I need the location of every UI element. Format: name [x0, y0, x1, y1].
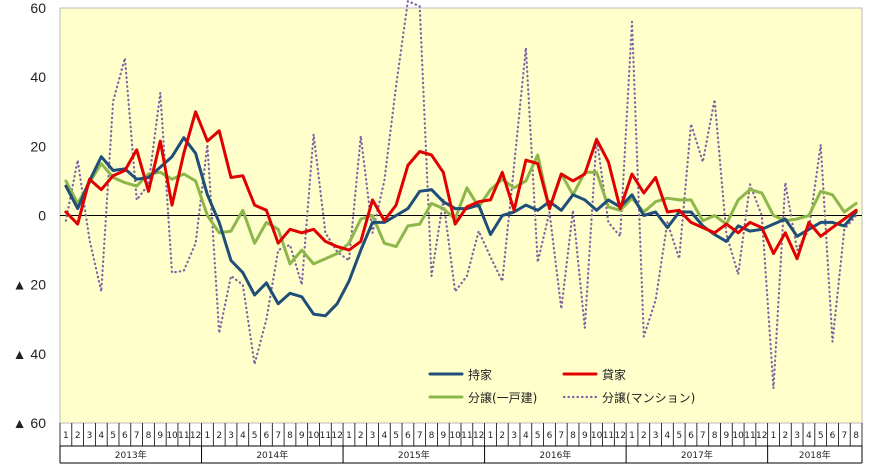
month-tick-label: 3 [511, 431, 517, 441]
month-tick-label: 2 [782, 431, 788, 441]
month-tick-label: 12 [190, 431, 201, 441]
legend-label: 分譲(マンション) [602, 390, 695, 405]
month-tick-label: 4 [523, 431, 529, 441]
month-tick-label: 1 [629, 431, 635, 441]
month-tick-label: 5 [252, 431, 258, 441]
year-label: 2016年 [539, 449, 571, 461]
month-tick-label: 5 [110, 431, 116, 441]
legend-label: 分譲(一戸建) [468, 390, 537, 405]
month-tick-label: 4 [381, 431, 387, 441]
month-tick-label: 3 [370, 431, 376, 441]
month-tick-label: 4 [665, 431, 671, 441]
month-tick-label: 5 [818, 431, 824, 441]
month-tick-label: 9 [582, 431, 588, 441]
month-tick-label: 3 [228, 431, 234, 441]
month-tick-label: 8 [429, 431, 435, 441]
year-label: 2017年 [681, 449, 713, 461]
month-tick-label: 8 [287, 431, 293, 441]
month-tick-label: 12 [756, 431, 767, 441]
month-tick-label: 5 [393, 431, 399, 441]
month-tick-label: 8 [570, 431, 576, 441]
month-tick-label: 1 [771, 431, 777, 441]
month-tick-label: 1 [346, 431, 352, 441]
month-tick-label: 7 [134, 431, 140, 441]
month-tick-label: 3 [87, 431, 93, 441]
year-label: 2014年 [256, 449, 288, 461]
month-tick-label: 12 [614, 431, 625, 441]
month-tick-label: 11 [603, 431, 614, 441]
month-tick-label: 7 [417, 431, 423, 441]
month-tick-label: 11 [178, 431, 189, 441]
series-line-3 [64, 0, 858, 390]
series-line-2 [64, 153, 858, 266]
month-tick-label: 10 [308, 431, 320, 441]
month-tick-label: 6 [688, 431, 694, 441]
month-tick-label: 2 [75, 431, 81, 441]
month-tick-label: 5 [676, 431, 682, 441]
year-label: 2018年 [799, 449, 831, 461]
month-tick-label: 10 [449, 431, 461, 441]
month-tick-label: 1 [488, 431, 494, 441]
legend-label: 貸家 [602, 367, 626, 382]
y-tick-label: 20 [30, 138, 46, 154]
month-tick-label: 7 [558, 431, 564, 441]
month-tick-label: 10 [166, 431, 178, 441]
month-tick-label: 9 [440, 431, 446, 441]
month-tick-label: 8 [146, 431, 152, 441]
month-tick-label: 8 [853, 431, 859, 441]
month-tick-label: 2 [216, 431, 222, 441]
month-tick-label: 11 [320, 431, 331, 441]
month-tick-label: 8 [712, 431, 718, 441]
month-tick-label: 4 [806, 431, 812, 441]
month-tick-label: 7 [841, 431, 847, 441]
month-tick-label: 6 [547, 431, 553, 441]
month-tick-label: 11 [461, 431, 472, 441]
year-label: 2013年 [115, 449, 147, 461]
y-tick-label: 60 [30, 0, 46, 16]
month-tick-label: 2 [499, 431, 505, 441]
y-tick-label: 0 [38, 208, 46, 224]
month-tick-label: 12 [331, 431, 342, 441]
month-tick-label: 9 [157, 431, 163, 441]
month-tick-label: 11 [744, 431, 755, 441]
month-tick-label: 2 [358, 431, 364, 441]
series-line-1 [64, 110, 858, 261]
month-tick-label: 6 [405, 431, 411, 441]
y-tick-label: ▲ 40 [13, 346, 47, 362]
legend-label: 持家 [468, 367, 492, 382]
y-tick-label: ▲ 20 [13, 277, 47, 293]
month-tick-label: 2 [641, 431, 647, 441]
month-tick-label: 1 [63, 431, 69, 441]
y-tick-label: 40 [30, 69, 46, 85]
month-tick-label: 3 [794, 431, 800, 441]
month-tick-label: 4 [240, 431, 246, 441]
series-line-0 [64, 136, 858, 318]
month-tick-label: 6 [264, 431, 270, 441]
month-tick-label: 12 [473, 431, 484, 441]
month-tick-label: 10 [591, 431, 603, 441]
month-tick-label: 5 [535, 431, 541, 441]
month-tick-label: 7 [275, 431, 281, 441]
month-tick-label: 3 [653, 431, 659, 441]
month-tick-label: 7 [700, 431, 706, 441]
y-tick-label: ▲ 60 [13, 415, 47, 431]
month-tick-label: 9 [724, 431, 730, 441]
month-tick-label: 10 [732, 431, 744, 441]
month-tick-label: 4 [98, 431, 104, 441]
year-label: 2015年 [398, 449, 430, 461]
month-tick-label: 6 [122, 431, 128, 441]
month-tick-label: 6 [830, 431, 836, 441]
month-tick-label: 1 [205, 431, 211, 441]
month-tick-label: 9 [299, 431, 305, 441]
